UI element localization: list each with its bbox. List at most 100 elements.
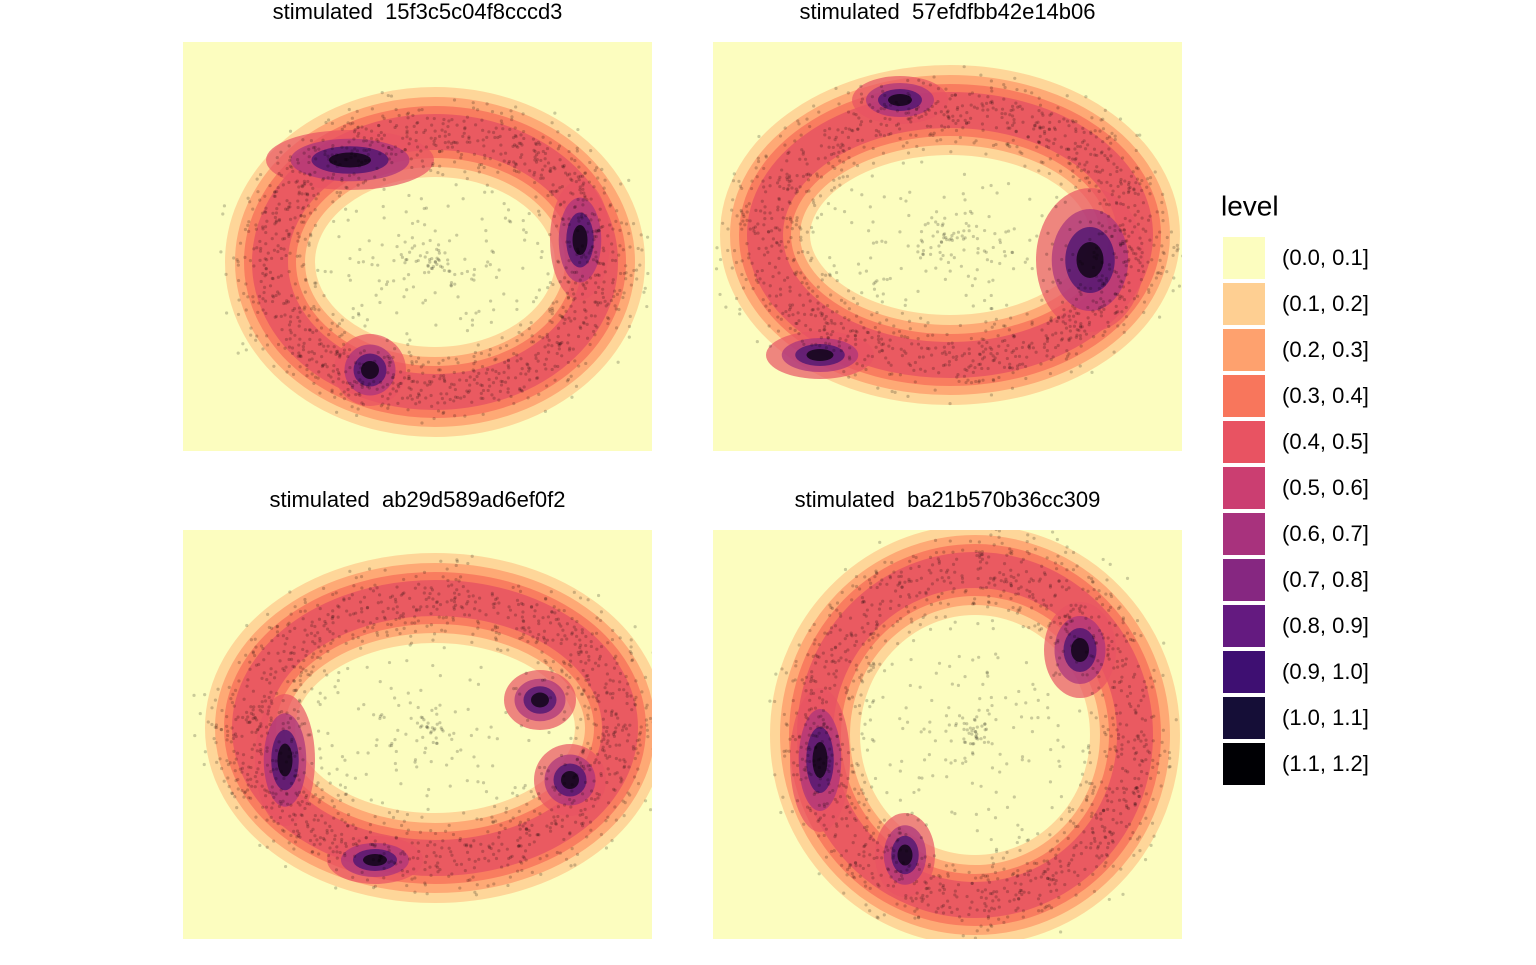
point	[1043, 343, 1046, 346]
point	[761, 200, 764, 203]
point	[977, 380, 980, 383]
point	[586, 323, 589, 326]
point	[848, 357, 851, 360]
point	[334, 160, 337, 163]
point	[1135, 166, 1138, 169]
point	[298, 306, 301, 309]
point	[1014, 355, 1017, 358]
point	[287, 181, 290, 184]
point	[941, 224, 944, 227]
point	[245, 308, 248, 311]
point	[986, 108, 989, 111]
point	[1102, 127, 1105, 130]
point	[596, 753, 599, 756]
point	[816, 307, 819, 310]
point	[840, 143, 843, 146]
point	[416, 220, 419, 223]
point	[390, 860, 393, 863]
point	[603, 191, 606, 194]
point	[346, 388, 349, 391]
point	[483, 191, 486, 194]
point	[987, 555, 990, 558]
point	[406, 116, 409, 119]
point	[463, 127, 466, 130]
point	[826, 768, 829, 771]
point	[611, 250, 614, 253]
point	[386, 371, 389, 374]
point	[1073, 325, 1076, 328]
point	[783, 144, 786, 147]
point	[450, 142, 453, 145]
point	[917, 818, 920, 821]
point	[295, 751, 298, 754]
point	[499, 824, 502, 827]
point	[1074, 604, 1077, 607]
point	[945, 238, 948, 241]
point	[718, 293, 721, 296]
point	[856, 302, 859, 305]
point	[500, 383, 503, 386]
point	[1074, 120, 1077, 123]
point	[413, 891, 416, 894]
point	[1075, 352, 1078, 355]
point	[448, 847, 451, 850]
point	[1027, 759, 1030, 762]
point	[585, 835, 588, 838]
point	[1056, 106, 1059, 109]
point	[575, 180, 578, 183]
point	[880, 240, 883, 243]
point	[876, 841, 879, 844]
point	[434, 864, 437, 867]
point	[911, 899, 914, 902]
point	[430, 709, 433, 712]
point	[337, 377, 340, 380]
point	[1021, 121, 1024, 124]
point	[473, 153, 476, 156]
point	[231, 701, 234, 704]
point	[594, 708, 597, 711]
point	[991, 279, 994, 282]
point	[388, 364, 391, 367]
point	[423, 591, 426, 594]
point	[1015, 130, 1018, 133]
point	[1054, 332, 1057, 335]
point	[546, 639, 549, 642]
point	[597, 594, 600, 597]
point	[262, 658, 265, 661]
point	[828, 614, 831, 617]
point	[485, 102, 488, 105]
point	[558, 344, 561, 347]
point	[833, 849, 836, 852]
point	[791, 735, 794, 738]
point	[256, 767, 259, 770]
point	[568, 223, 571, 226]
point	[476, 883, 479, 886]
point	[218, 757, 221, 760]
point	[1144, 719, 1147, 722]
point	[331, 200, 334, 203]
point	[907, 362, 910, 365]
point	[466, 141, 469, 144]
point	[831, 607, 834, 610]
point	[887, 345, 890, 348]
point	[324, 363, 327, 366]
point	[372, 623, 375, 626]
point	[1127, 190, 1130, 193]
point	[343, 331, 346, 334]
point	[816, 791, 819, 794]
point	[1015, 347, 1018, 350]
point	[589, 820, 592, 823]
point	[474, 123, 477, 126]
point	[1064, 201, 1067, 204]
point	[981, 550, 984, 553]
point	[280, 328, 283, 331]
point	[1131, 231, 1134, 234]
point	[805, 190, 808, 193]
point	[1116, 166, 1119, 169]
point	[863, 575, 866, 578]
point	[826, 632, 829, 635]
point	[646, 729, 649, 732]
point	[861, 364, 864, 367]
point	[1033, 688, 1036, 691]
point	[1026, 862, 1029, 865]
